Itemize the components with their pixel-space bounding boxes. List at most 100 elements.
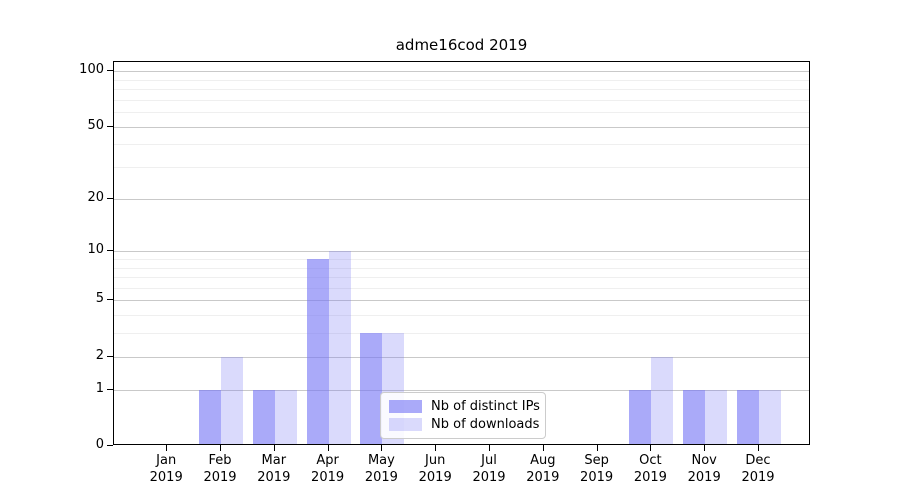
major-gridline — [114, 251, 809, 253]
bar-apr-distinct-ips — [306, 258, 329, 444]
bar-mar-distinct-ips — [252, 389, 275, 444]
minor-gridline — [114, 89, 809, 91]
y-tick-label: 5 — [95, 291, 104, 307]
x-tick-mark — [435, 445, 437, 451]
x-tick-month: Jul — [481, 453, 497, 468]
x-tick-mark — [704, 445, 706, 451]
x-tick-label: Oct 2019 — [622, 452, 678, 486]
minor-gridline — [114, 144, 809, 146]
chart-title: adme16cod 2019 — [395, 36, 528, 54]
x-tick-label: Dec 2019 — [730, 452, 786, 486]
y-tick-label: 10 — [87, 242, 104, 258]
bar-may-distinct-ips — [360, 333, 383, 444]
major-gridline — [114, 300, 809, 302]
major-gridline — [114, 126, 809, 128]
x-tick-mark — [542, 445, 544, 451]
x-tick-month: Mar — [261, 453, 287, 468]
y-tick-label: 0 — [95, 437, 104, 452]
y-tick-label: 1 — [95, 380, 104, 396]
x-tick-mark — [327, 445, 329, 451]
y-tick-label: 100 — [79, 62, 104, 78]
x-tick-label: May 2019 — [353, 452, 409, 486]
minor-gridline — [114, 167, 809, 169]
x-tick-month: Jun — [425, 453, 446, 468]
y-tick-mark — [107, 388, 113, 390]
y-tick-label: 50 — [87, 117, 104, 133]
legend-label-downloads: Nb of downloads — [431, 417, 540, 432]
legend-swatch-downloads — [389, 418, 422, 431]
x-tick-label: Apr 2019 — [300, 452, 356, 486]
minor-gridline — [114, 258, 809, 260]
bar-feb-downloads — [221, 356, 243, 444]
bar-mar-downloads — [274, 389, 297, 444]
x-tick-month: Apr — [316, 453, 339, 468]
minor-gridline — [114, 112, 809, 114]
minor-gridline — [114, 315, 809, 317]
legend-row-distinct-ips: Nb of distinct IPs — [389, 399, 540, 414]
x-tick-year: 2019 — [526, 470, 560, 485]
x-tick-month: Jan — [156, 453, 177, 468]
bar-nov-downloads — [705, 389, 728, 444]
y-tick-label: 2 — [95, 347, 104, 363]
x-tick-month: Dec — [745, 453, 771, 468]
x-tick-year: 2019 — [311, 470, 345, 485]
x-tick-month: Sep — [584, 453, 609, 468]
bar-apr-downloads — [328, 251, 351, 444]
x-tick-mark — [596, 445, 598, 451]
x-tick-year: 2019 — [364, 470, 398, 485]
bar-feb-distinct-ips — [199, 389, 221, 444]
bar-nov-distinct-ips — [683, 389, 706, 444]
x-tick-month: Nov — [691, 453, 717, 468]
x-tick-month: May — [367, 453, 395, 468]
x-tick-label: Mar 2019 — [246, 452, 302, 486]
major-gridline — [114, 356, 809, 358]
major-gridline — [114, 71, 809, 73]
y-tick-mark — [107, 70, 113, 72]
bar-dec-distinct-ips — [737, 389, 759, 444]
x-tick-mark — [758, 445, 759, 451]
legend-swatch-distinct-ips — [389, 400, 422, 413]
y-tick-mark — [107, 445, 113, 446]
x-tick-label: Sep 2019 — [569, 452, 625, 486]
y-tick-mark — [107, 250, 113, 252]
legend-row-downloads: Nb of downloads — [389, 417, 540, 432]
major-gridline — [114, 198, 809, 200]
y-tick-mark — [107, 355, 113, 357]
x-tick-year: 2019 — [257, 470, 291, 485]
minor-gridline — [114, 99, 809, 101]
x-tick-label: Nov 2019 — [676, 452, 732, 486]
x-tick-mark — [489, 445, 490, 451]
x-tick-year: 2019 — [418, 470, 452, 485]
y-tick-mark — [107, 299, 113, 301]
x-tick-year: 2019 — [580, 470, 614, 485]
x-tick-year: 2019 — [203, 470, 237, 485]
x-tick-mark — [166, 445, 168, 451]
x-tick-label: Jun 2019 — [407, 452, 463, 486]
x-tick-month: Aug — [530, 453, 556, 468]
x-tick-label: Feb 2019 — [192, 452, 248, 486]
x-tick-year: 2019 — [687, 470, 721, 485]
bar-oct-distinct-ips — [629, 389, 652, 444]
x-tick-label: Aug 2019 — [515, 452, 571, 486]
major-gridline — [114, 389, 809, 391]
x-tick-mark — [650, 445, 652, 451]
x-tick-mark — [220, 445, 221, 451]
minor-gridline — [114, 287, 809, 289]
y-tick-mark — [107, 125, 113, 127]
y-tick-mark — [107, 197, 113, 199]
legend-label-distinct-ips: Nb of distinct IPs — [431, 399, 540, 414]
x-tick-year: 2019 — [633, 470, 667, 485]
x-tick-mark — [273, 445, 275, 451]
x-tick-mark — [381, 445, 383, 451]
bar-dec-downloads — [759, 389, 781, 444]
minor-gridline — [114, 333, 809, 335]
minor-gridline — [114, 79, 809, 81]
y-tick-label: 20 — [87, 189, 104, 205]
minor-gridline — [114, 267, 809, 269]
x-tick-year: 2019 — [149, 470, 183, 485]
x-tick-month: Feb — [208, 453, 232, 468]
plot-area — [113, 61, 810, 445]
minor-gridline — [114, 277, 809, 279]
bar-oct-downloads — [651, 356, 674, 444]
